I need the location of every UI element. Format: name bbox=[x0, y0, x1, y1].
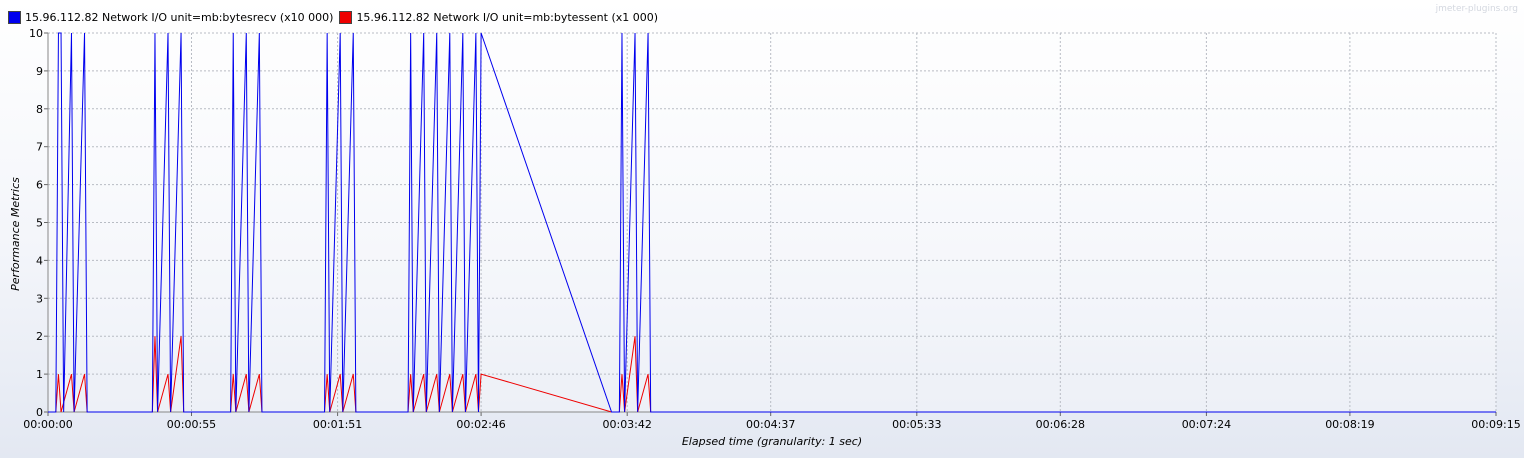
series-line-bytessent bbox=[48, 336, 1496, 413]
grid bbox=[48, 32, 1497, 412]
y-tick-label: 1 bbox=[36, 368, 43, 381]
legend-item-bytessent: 15.96.112.82 Network I/O unit=mb:bytesse… bbox=[339, 10, 659, 24]
series-line-bytesrecv bbox=[48, 32, 1496, 413]
series-group bbox=[48, 32, 1496, 413]
y-tick-label: 4 bbox=[36, 254, 43, 267]
x-tick-label: 00:01:51 bbox=[313, 418, 362, 431]
x-tick-label: 00:04:37 bbox=[746, 418, 795, 431]
y-tick-label: 2 bbox=[36, 330, 43, 343]
watermark: jmeter-plugins.org bbox=[1435, 4, 1518, 14]
x-tick-label: 00:07:24 bbox=[1182, 418, 1231, 431]
x-tick-label: 00:02:46 bbox=[456, 418, 505, 431]
y-axis-title: Performance Metrics bbox=[9, 177, 22, 291]
y-tick-label: 3 bbox=[36, 292, 43, 305]
x-tick-label: 00:00:00 bbox=[23, 418, 72, 431]
x-tick-label: 00:00:55 bbox=[167, 418, 216, 431]
x-tick-label: 00:03:42 bbox=[602, 418, 651, 431]
y-tick-label: 5 bbox=[36, 217, 43, 230]
legend-swatch-bytesrecv bbox=[8, 10, 21, 24]
y-tick-label: 8 bbox=[36, 103, 43, 116]
y-tick-label: 9 bbox=[36, 65, 43, 78]
x-tick-label: 00:05:33 bbox=[892, 418, 941, 431]
y-tick-label: 10 bbox=[29, 27, 43, 40]
y-tick-label: 0 bbox=[36, 406, 43, 419]
legend-item-bytesrecv: 15.96.112.82 Network I/O unit=mb:bytesre… bbox=[8, 10, 334, 24]
x-tick-label: 00:08:19 bbox=[1325, 418, 1374, 431]
tick-labels: 0 1 2 3 4 5 6 7 8 9 10 00:00:00 00:00:55 00:01:51 00:0… bbox=[23, 27, 1520, 431]
legend: 15.96.112.82 Network I/O unit=mb:bytesre… bbox=[8, 9, 664, 25]
y-tick-label: 7 bbox=[36, 141, 43, 154]
x-axis-title: Elapsed time (granularity: 1 sec) bbox=[682, 435, 862, 448]
legend-label-bytessent: 15.96.112.82 Network I/O unit=mb:bytesse… bbox=[356, 10, 659, 24]
legend-label-bytesrecv: 15.96.112.82 Network I/O unit=mb:bytesre… bbox=[25, 10, 334, 24]
y-tick-label: 6 bbox=[36, 179, 43, 192]
legend-swatch-bytessent bbox=[339, 10, 353, 24]
x-tick-label: 00:06:28 bbox=[1036, 418, 1085, 431]
x-tick-label: 00:09:15 bbox=[1471, 418, 1520, 431]
